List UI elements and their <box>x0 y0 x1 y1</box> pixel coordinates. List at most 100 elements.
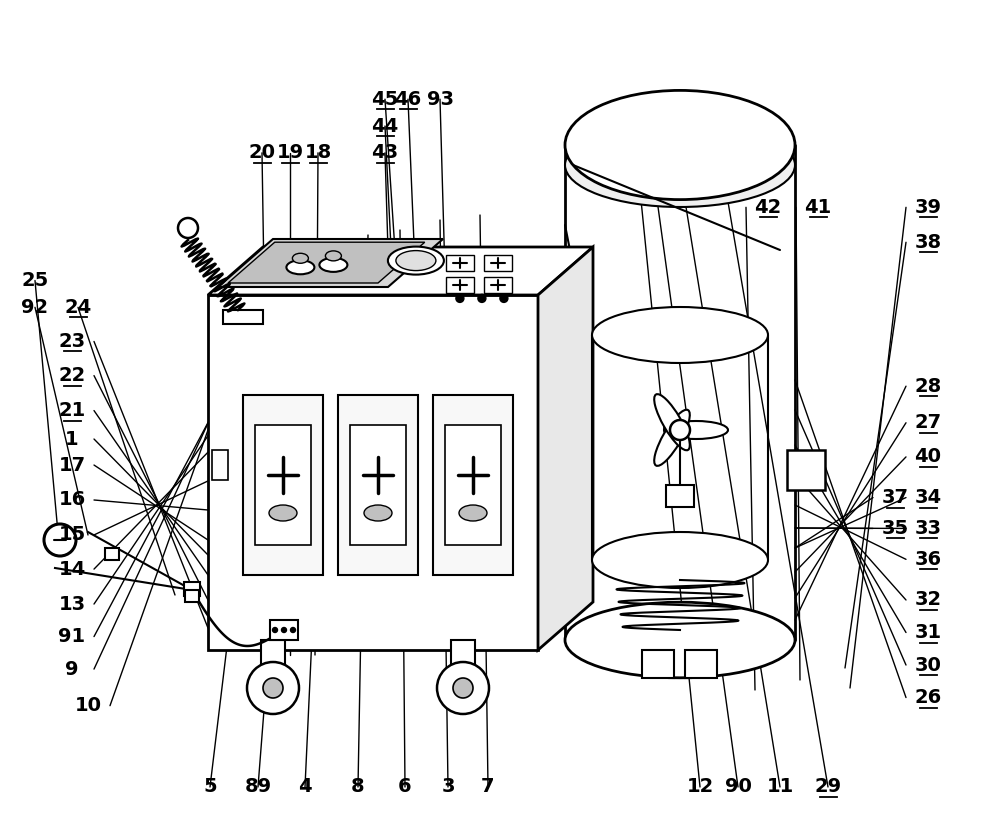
Text: 24: 24 <box>64 298 92 317</box>
Circle shape <box>456 294 464 302</box>
Ellipse shape <box>592 307 768 363</box>
Polygon shape <box>218 239 443 287</box>
Ellipse shape <box>565 90 795 200</box>
Bar <box>105 548 119 560</box>
Text: 1: 1 <box>65 429 79 449</box>
Text: 22: 22 <box>58 366 86 385</box>
Text: 15: 15 <box>58 525 86 545</box>
Text: 89: 89 <box>244 777 272 797</box>
Bar <box>350 425 406 545</box>
Text: 21: 21 <box>58 401 86 420</box>
Bar <box>243 395 323 575</box>
Text: 27: 27 <box>914 413 942 433</box>
Text: 9: 9 <box>65 659 79 679</box>
Ellipse shape <box>364 505 392 521</box>
Text: 93: 93 <box>426 89 454 109</box>
Text: 39: 39 <box>914 198 942 217</box>
Polygon shape <box>228 242 425 283</box>
Bar <box>445 425 501 545</box>
Bar <box>255 425 311 545</box>
Text: 13: 13 <box>58 594 86 614</box>
Text: 25: 25 <box>21 271 49 290</box>
Text: 14: 14 <box>58 559 86 579</box>
Circle shape <box>453 678 473 698</box>
Text: 35: 35 <box>881 519 909 538</box>
Text: 42: 42 <box>754 198 782 217</box>
Bar <box>685 650 717 678</box>
Ellipse shape <box>319 258 347 272</box>
Circle shape <box>437 662 489 714</box>
Text: 3: 3 <box>441 777 455 797</box>
Text: 32: 32 <box>914 590 942 610</box>
Text: 8: 8 <box>351 777 365 797</box>
Text: 44: 44 <box>371 116 399 136</box>
Bar <box>261 640 285 668</box>
Text: 92: 92 <box>21 298 49 317</box>
Bar <box>184 582 200 596</box>
Ellipse shape <box>654 394 690 450</box>
Bar <box>451 640 475 668</box>
Circle shape <box>247 662 299 714</box>
Polygon shape <box>446 277 474 293</box>
Bar <box>270 620 298 640</box>
Bar <box>666 485 694 507</box>
Text: 4: 4 <box>298 777 312 797</box>
Bar <box>208 295 538 650</box>
Polygon shape <box>484 277 512 293</box>
Text: 38: 38 <box>914 233 942 252</box>
Text: 28: 28 <box>914 376 942 396</box>
Text: 91: 91 <box>58 627 86 646</box>
Circle shape <box>272 628 278 633</box>
Text: 7: 7 <box>481 777 495 797</box>
Circle shape <box>178 218 198 238</box>
Circle shape <box>282 628 287 633</box>
Text: 43: 43 <box>371 143 399 163</box>
Text: 40: 40 <box>914 447 942 467</box>
Ellipse shape <box>388 246 444 275</box>
Ellipse shape <box>565 123 795 207</box>
Text: 23: 23 <box>58 332 86 351</box>
Text: 29: 29 <box>814 777 842 797</box>
Circle shape <box>670 420 690 440</box>
Ellipse shape <box>592 532 768 588</box>
Ellipse shape <box>292 254 308 263</box>
Polygon shape <box>538 247 593 650</box>
Text: 19: 19 <box>276 143 304 163</box>
Ellipse shape <box>286 260 314 274</box>
Bar <box>642 650 674 678</box>
Text: 36: 36 <box>914 550 942 569</box>
Text: 10: 10 <box>74 696 102 715</box>
Bar <box>212 450 228 480</box>
Text: 30: 30 <box>915 655 941 675</box>
Polygon shape <box>484 255 512 272</box>
Bar <box>787 450 825 490</box>
Text: 18: 18 <box>304 143 332 163</box>
Circle shape <box>478 294 486 302</box>
Text: 11: 11 <box>766 777 794 797</box>
Text: 12: 12 <box>686 777 714 797</box>
Ellipse shape <box>325 251 341 261</box>
Ellipse shape <box>396 250 436 271</box>
Ellipse shape <box>565 602 795 678</box>
Bar <box>185 590 199 602</box>
Circle shape <box>263 678 283 698</box>
Text: 46: 46 <box>394 89 422 109</box>
Text: 37: 37 <box>882 488 908 507</box>
Text: 90: 90 <box>725 777 751 797</box>
Ellipse shape <box>664 421 728 439</box>
Ellipse shape <box>654 410 690 466</box>
Circle shape <box>500 294 508 302</box>
Text: 41: 41 <box>804 198 832 217</box>
Text: 31: 31 <box>914 623 942 642</box>
Text: 20: 20 <box>248 143 276 163</box>
Text: 34: 34 <box>914 488 942 507</box>
Polygon shape <box>446 255 474 272</box>
Text: 33: 33 <box>914 519 942 538</box>
Ellipse shape <box>459 505 487 521</box>
Text: 17: 17 <box>58 455 86 475</box>
Circle shape <box>290 628 296 633</box>
Bar <box>338 395 418 575</box>
Text: 6: 6 <box>398 777 412 797</box>
Text: 26: 26 <box>914 688 942 707</box>
Text: 5: 5 <box>203 777 217 797</box>
